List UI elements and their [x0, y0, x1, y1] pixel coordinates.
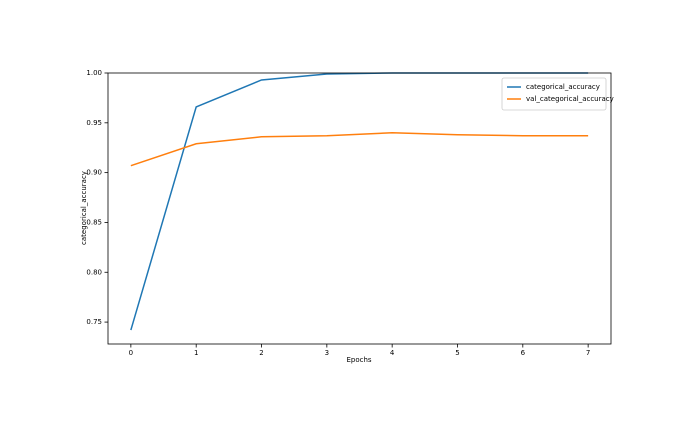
x-tick-label: 1	[194, 349, 198, 357]
x-tick-label: 3	[325, 349, 329, 357]
x-tick-label: 5	[455, 349, 459, 357]
legend-label: categorical_accuracy	[526, 83, 600, 91]
y-tick-label: 0.80	[86, 268, 102, 276]
legend-label: val_categorical_accuracy	[526, 95, 614, 103]
y-tick-label: 0.90	[86, 169, 102, 177]
legend-box	[501, 77, 607, 111]
data-line	[130, 132, 589, 167]
y-tick-label: 0.75	[86, 318, 102, 326]
y-tick-label: 0.95	[86, 119, 102, 127]
y-tick-label: 0.85	[86, 218, 102, 226]
x-tick-label: 4	[390, 349, 395, 357]
plot-frame	[107, 72, 612, 345]
x-axis-label: Epochs	[346, 356, 371, 364]
x-tick-label: 6	[521, 349, 526, 357]
x-tick-label: 0	[129, 349, 133, 357]
x-tick-label: 2	[259, 349, 263, 357]
x-tick-label: 7	[586, 349, 590, 357]
data-line	[130, 72, 589, 331]
y-tick-label: 1.00	[86, 69, 102, 77]
y-axis-label: categorical_accuracy	[80, 171, 88, 245]
